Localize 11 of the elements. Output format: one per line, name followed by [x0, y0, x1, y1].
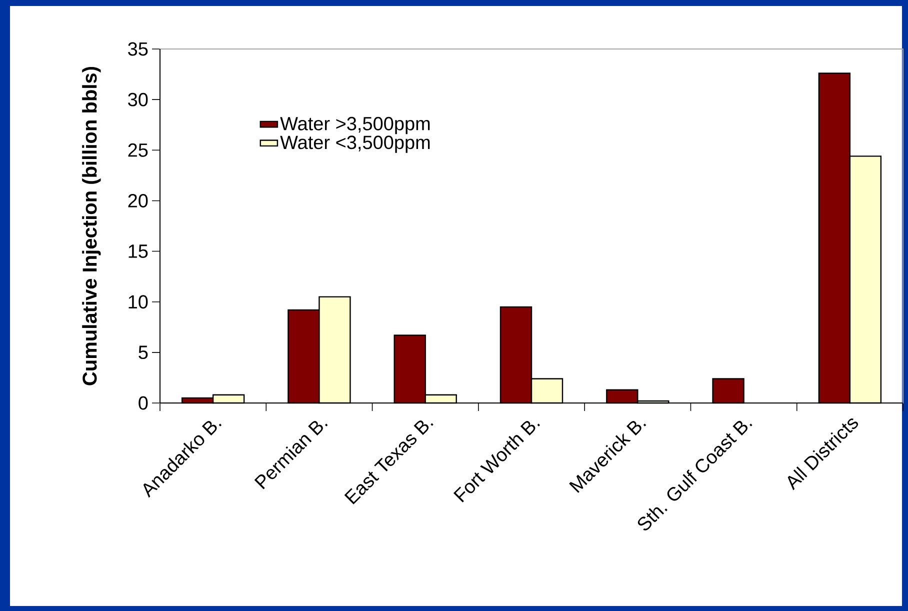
y-tick-label: 5	[138, 346, 148, 360]
y-tick-label: 0	[138, 396, 148, 410]
legend-label: Water >3,500ppm	[280, 116, 430, 134]
y-tick-label: 25	[128, 143, 148, 157]
y-tick-label: 20	[128, 194, 148, 208]
y-tick-label: 35	[128, 42, 148, 56]
y-tick-label: 30	[128, 92, 148, 106]
y-axis-title: Cumulative Injection (billion bbls)	[82, 66, 101, 386]
y-tick-label: 15	[128, 244, 148, 258]
y-tick-label: 10	[128, 295, 148, 309]
legend-label: Water <3,500ppm	[280, 136, 430, 153]
